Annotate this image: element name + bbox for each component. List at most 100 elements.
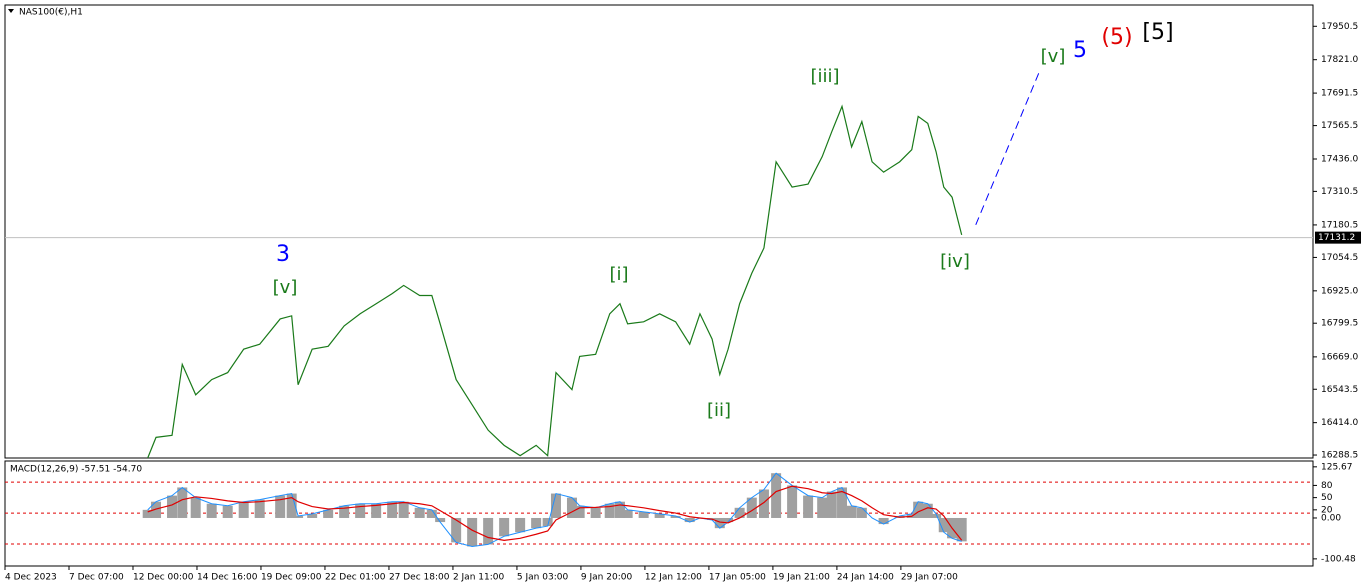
x-tick-label: 14 Dec 16:00 — [197, 573, 258, 583]
price-line — [147, 104, 963, 459]
macd-bar — [451, 517, 462, 543]
macd-bar — [684, 517, 695, 523]
macd-bar — [275, 495, 286, 518]
macd-bar — [414, 507, 425, 518]
macd-bar — [723, 517, 734, 523]
y-tick-label: -100.48 — [1321, 554, 1356, 564]
wave-label: [i] — [609, 264, 628, 285]
macd-bar — [142, 509, 153, 518]
macd-bar — [371, 503, 382, 518]
x-tick-label: 12 Dec 00:00 — [133, 573, 194, 583]
y-tick-label: 20 — [1321, 505, 1333, 515]
macd-bar — [550, 493, 561, 518]
wave-label: 3 — [276, 242, 290, 267]
y-tick-label: 16543.5 — [1321, 385, 1358, 395]
y-tick-label: 16414.0 — [1321, 418, 1358, 428]
x-tick-label: 29 Jan 07:00 — [901, 573, 958, 583]
macd-bar — [938, 517, 949, 533]
macd-bar — [323, 509, 334, 518]
y-tick-label: 17691.5 — [1321, 89, 1358, 99]
wave-label: [v] — [273, 277, 298, 298]
x-tick-label: 2 Jan 11:00 — [453, 573, 505, 583]
macd-bar — [604, 503, 615, 518]
macd-bar — [151, 501, 162, 518]
macd-bar — [856, 507, 867, 518]
y-tick-label: 17821.0 — [1321, 55, 1358, 65]
y-tick-label: 17436.0 — [1321, 155, 1358, 165]
x-tick-label: 24 Jan 14:00 — [837, 573, 894, 583]
x-tick-label: 9 Jan 20:00 — [581, 573, 633, 583]
x-tick-label: 17 Jan 05:00 — [709, 573, 766, 583]
wave-label: [iii] — [810, 66, 839, 87]
macd-bar — [499, 517, 510, 537]
x-tick-label: 27 Dec 18:00 — [389, 573, 450, 583]
y-tick-label: 16799.5 — [1321, 319, 1358, 329]
macd-bar — [817, 497, 828, 518]
price-panel — [4, 4, 1314, 459]
macd-bar — [638, 511, 649, 518]
y-tick-label: 80 — [1321, 481, 1333, 491]
wave-label: [v] — [1041, 46, 1066, 67]
y-tick-label: 17950.5 — [1321, 22, 1358, 32]
menu-arrow — [8, 9, 14, 13]
macd-bar — [878, 517, 889, 525]
macd-bar — [467, 517, 478, 547]
macd-bar — [771, 473, 782, 518]
y-tick-label: 0.00 — [1321, 513, 1341, 523]
wave-label: (5) — [1101, 25, 1132, 50]
projection-line — [975, 70, 1041, 225]
macd-bar — [254, 499, 265, 518]
wave-label: [ii] — [707, 400, 731, 421]
macd-bar — [398, 501, 409, 518]
macd-bar — [286, 493, 297, 518]
macd-bar — [734, 507, 745, 518]
macd-bar — [238, 501, 249, 518]
x-tick-label: 19 Jan 21:00 — [773, 573, 830, 583]
macd-bar — [837, 487, 848, 518]
y-tick-label: 17054.5 — [1321, 253, 1358, 263]
macd-bar — [293, 515, 304, 518]
macd-bar — [339, 505, 350, 518]
macd-bar — [167, 495, 178, 518]
y-tick-label: 16669.0 — [1321, 352, 1358, 362]
macd-bar — [483, 517, 494, 545]
y-tick-label: 17565.5 — [1321, 121, 1358, 131]
macd-bar — [846, 505, 857, 518]
x-tick-label: 7 Dec 07:00 — [69, 573, 124, 583]
macd-bar — [190, 497, 201, 518]
y-tick-label: 17310.5 — [1321, 187, 1358, 197]
macd-bar — [355, 503, 366, 518]
y-tick-label: 50 — [1321, 493, 1333, 503]
macd-bar — [803, 495, 814, 518]
macd-bar — [956, 517, 967, 542]
macd-bar — [531, 517, 542, 529]
macd-bar — [622, 509, 633, 518]
macd-bar — [614, 501, 625, 518]
macd-bar — [654, 513, 665, 518]
macd-bar — [387, 501, 398, 518]
x-tick-label: 12 Jan 12:00 — [645, 573, 702, 583]
macd-bar — [787, 485, 798, 518]
wave-label: [iv] — [940, 251, 970, 272]
macd-bar — [542, 517, 553, 527]
y-tick-label: 16925.0 — [1321, 286, 1358, 296]
macd-bar — [922, 503, 933, 518]
x-tick-label: 22 Dec 01:00 — [325, 573, 386, 583]
y-tick-label: 125.67 — [1321, 462, 1353, 472]
macd-bar — [826, 491, 837, 518]
x-tick-label: 19 Dec 09:00 — [261, 573, 322, 583]
macd-bar — [758, 489, 769, 518]
macd-title: MACD(12,26,9) -57.51 -54.70 — [10, 465, 142, 475]
macd-bar — [931, 513, 942, 518]
macd-bar — [590, 507, 601, 518]
chart-title: NAS100(€),H1 — [19, 8, 83, 18]
macd-bar — [913, 501, 924, 518]
macd-bar — [222, 505, 233, 518]
macd-bar — [515, 517, 526, 533]
last-price-label: 17131.2 — [1318, 233, 1355, 243]
signal-line — [147, 485, 963, 541]
macd-bar — [206, 503, 217, 518]
x-tick-label: 5 Jan 03:00 — [517, 573, 569, 583]
